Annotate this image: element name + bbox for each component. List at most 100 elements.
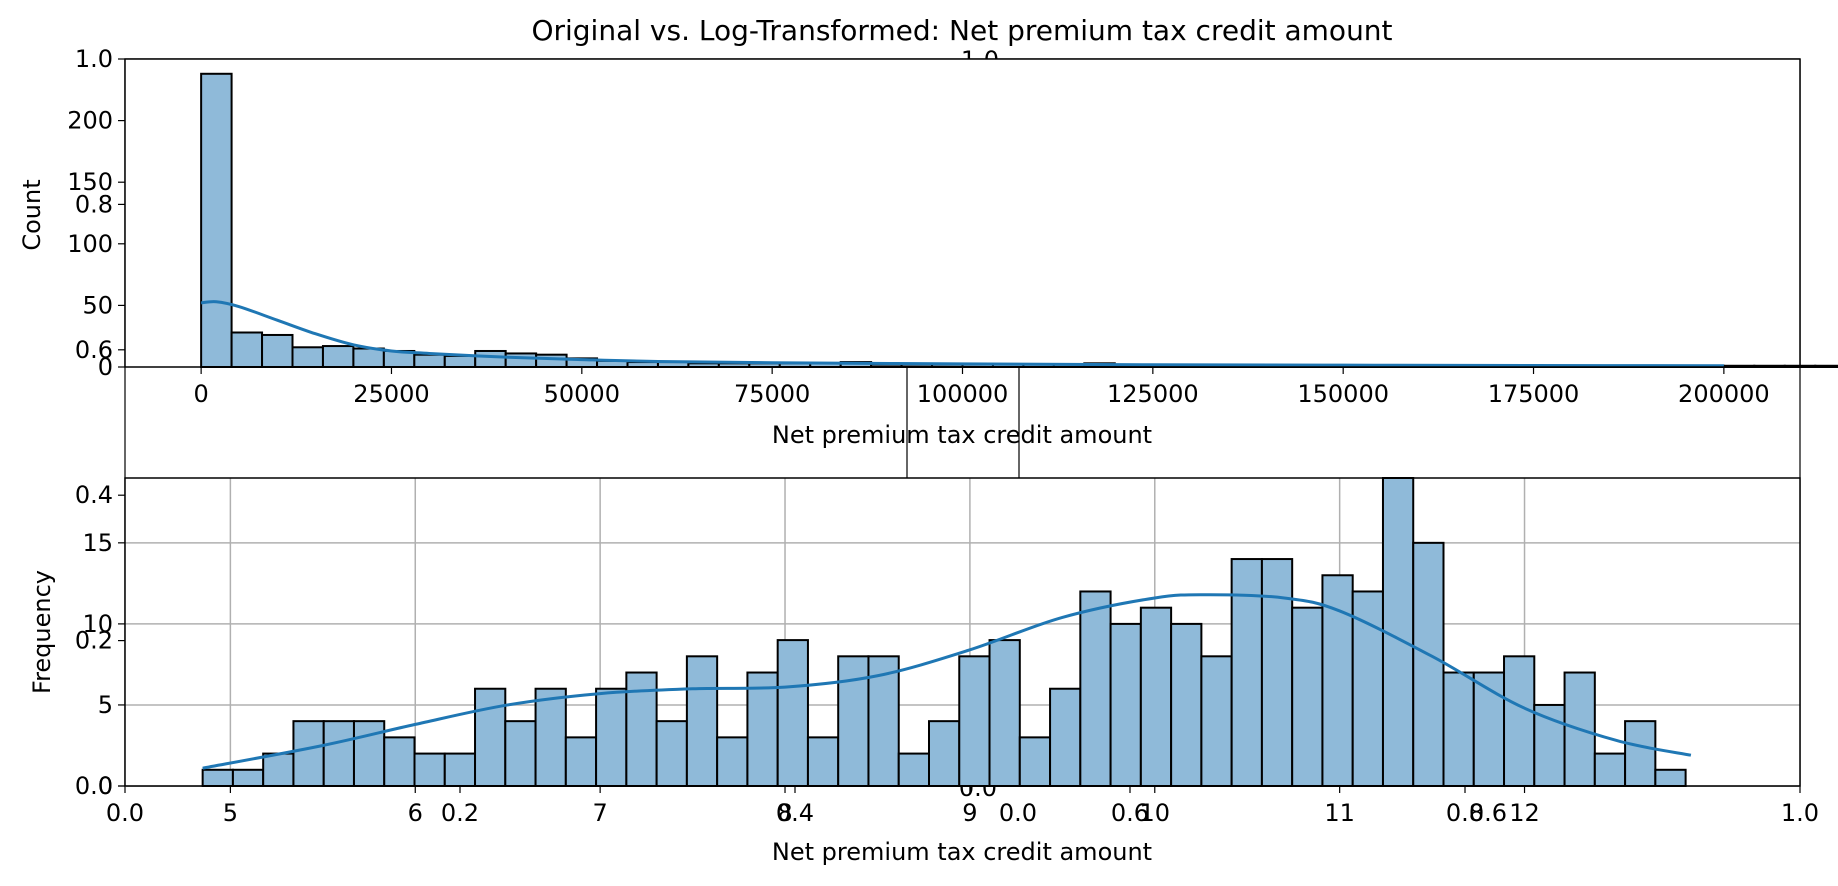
bottom-bar-46 xyxy=(1593,752,1627,787)
top-xtick-label-1: 25000 xyxy=(353,380,429,408)
inset-axes-1: 1.00.00.00.6 xyxy=(906,46,1507,827)
bottom-bar-36 xyxy=(1291,606,1324,787)
bottom-bar-21 xyxy=(837,655,870,787)
bottom-subplot-frame xyxy=(124,477,1801,787)
bottom-ytick-label-3: 15 xyxy=(82,529,113,557)
top-xtick-label-4: 100000 xyxy=(917,380,1009,408)
bottom-bar-30 xyxy=(1109,622,1142,787)
bottom-ylabel: Frequency xyxy=(28,570,56,694)
bottom-bar-26 xyxy=(988,639,1021,788)
overlay-xtick-label-4: 0.8 xyxy=(1446,799,1484,827)
bottom-bar-35 xyxy=(1260,558,1294,787)
bottom-xtick-label-1: 6 xyxy=(408,799,423,827)
inset-1-xtick-right: 0.6 xyxy=(1469,799,1507,827)
bottom-bar-23 xyxy=(897,752,930,787)
bottom-bar-33 xyxy=(1200,655,1233,787)
bottom-ytick-label-2: 10 xyxy=(82,610,113,638)
overlay-ytick-label-3: 0.6 xyxy=(75,336,113,364)
top-bar-53 xyxy=(1814,364,1838,369)
bottom-bar-13 xyxy=(595,687,628,787)
bottom-xtick-label-3: 8 xyxy=(777,799,792,827)
bottom-bar-7 xyxy=(413,752,446,787)
bottom-bar-16 xyxy=(685,655,719,787)
top-ylabel: Count xyxy=(18,179,46,250)
top-ytick-label-2: 100 xyxy=(67,230,113,258)
overlay-xtick-label-2: 0.4 xyxy=(776,799,814,827)
bottom-bar-29 xyxy=(1079,590,1112,788)
bottom-bar-3 xyxy=(292,720,325,787)
bottom-bar-19 xyxy=(776,639,809,788)
overlay-xtick-label-3: 0.6 xyxy=(1111,799,1149,827)
bottom-kde-line xyxy=(202,593,1692,770)
top-xtick-label-2: 50000 xyxy=(544,380,620,408)
bottom-bar-40 xyxy=(1412,541,1445,787)
inset-1-xtick-left: 0.0 xyxy=(999,799,1037,827)
bottom-bar-12 xyxy=(564,736,598,787)
bottom-bar-31 xyxy=(1139,606,1173,787)
top-bar-5 xyxy=(352,347,385,368)
bottom-xtick-label-0: 5 xyxy=(223,799,238,827)
top-xtick-label-5: 125000 xyxy=(1107,380,1199,408)
bottom-bar-27 xyxy=(1018,736,1052,787)
top-bar-7 xyxy=(413,353,446,368)
top-bar-8 xyxy=(443,354,477,368)
bottom-bar-9 xyxy=(474,687,507,787)
bottom-bar-10 xyxy=(504,720,537,787)
top-ytick-label-3: 150 xyxy=(67,168,113,196)
top-bar-9 xyxy=(474,349,507,369)
top-xtick-label-0: 0 xyxy=(193,380,208,408)
bottom-bar-5 xyxy=(352,720,386,787)
top-bar-1 xyxy=(230,331,264,368)
bottom-xtick-label-2: 7 xyxy=(592,799,607,827)
bottom-ytick-label-0: 0 xyxy=(98,772,113,800)
bottom-bar-20 xyxy=(806,736,840,787)
bottom-xtick-label-6: 11 xyxy=(1324,799,1355,827)
overlay-ytick-label-4: 0.8 xyxy=(75,190,113,218)
top-xtick-label-6: 150000 xyxy=(1297,380,1389,408)
top-xtick-label-7: 175000 xyxy=(1488,380,1580,408)
bottom-xtick-label-5: 10 xyxy=(1140,799,1171,827)
bottom-bar-34 xyxy=(1230,558,1263,787)
top-bar-10 xyxy=(504,352,538,368)
bottom-bar-1 xyxy=(231,768,265,788)
top-subplot: 0 25000 50000 75000 100000 125000 150000 175000… xyxy=(18,58,1838,449)
bottom-bar-42 xyxy=(1472,671,1506,787)
bottom-bar-45 xyxy=(1563,671,1596,787)
bottom-xtick-label-4: 9 xyxy=(962,799,977,827)
top-kde-line xyxy=(200,300,1724,368)
top-subplot-background xyxy=(125,59,1800,367)
overlay-ytick-label-5: 1.0 xyxy=(75,45,113,73)
top-xlabel: Net premium tax credit amount xyxy=(772,421,1152,449)
bottom-bar-43 xyxy=(1503,655,1536,787)
top-bar-4 xyxy=(321,345,355,368)
top-bar-0 xyxy=(200,72,233,368)
top-ytick-label-1: 50 xyxy=(82,291,113,319)
bottom-bar-32 xyxy=(1170,622,1203,787)
bottom-xtick-label-7: 12 xyxy=(1509,799,1540,827)
overlay-xtick-label-1: 0.2 xyxy=(441,799,479,827)
bottom-bar-6 xyxy=(383,736,416,787)
overlay-xtick-label-5: 1.0 xyxy=(1781,799,1819,827)
top-ytick-label-4: 200 xyxy=(67,107,113,135)
bottom-bar-11 xyxy=(534,687,567,787)
figure-suptitle: Original vs. Log-Transformed: Net premiu… xyxy=(531,14,1392,47)
top-xtick-label-8: 200000 xyxy=(1678,380,1770,408)
overlay-ytick-label-1: 0.2 xyxy=(75,627,113,655)
bottom-bar-2 xyxy=(262,752,295,787)
top-bar-2 xyxy=(261,333,294,368)
bottom-bar-17 xyxy=(716,736,749,787)
bottom-bar-48 xyxy=(1654,768,1687,788)
bottom-bar-0 xyxy=(201,768,234,788)
bottom-subplot: 5 6 7 8 9 10 11 12 0 5 10 15 Net premium tax credi… xyxy=(28,477,1801,866)
bottom-bar-28 xyxy=(1049,687,1082,787)
bottom-bar-4 xyxy=(322,720,355,787)
bottom-bar-25 xyxy=(958,655,991,787)
overlay-ytick-label-2: 0.4 xyxy=(75,481,113,509)
bottom-ytick-label-1: 5 xyxy=(98,691,113,719)
top-xtick-label-3: 75000 xyxy=(734,380,810,408)
bottom-bar-41 xyxy=(1442,671,1475,787)
overlay-axes: 0.0 0.2 0.4 0.6 0.8 1.0 0.00.20.40.60.81.0 xyxy=(75,45,1819,827)
bottom-xlabel: Net premium tax credit amount xyxy=(772,838,1152,866)
bottom-bar-24 xyxy=(928,720,961,787)
top-ytick-label-0: 0 xyxy=(98,353,113,381)
